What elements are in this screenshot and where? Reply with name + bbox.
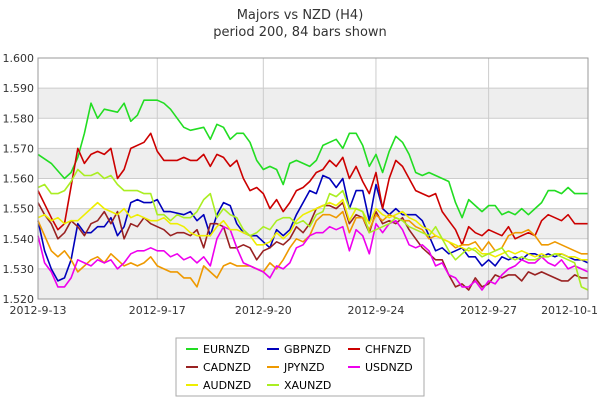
x-tick-label: 2012-10-1 <box>541 304 598 317</box>
series-line-eurnzd <box>37 99 588 219</box>
legend: EURNZD GBPNZD CHFNZD CADNZD JPYNZD USDNZD AUDN… <box>175 337 425 397</box>
y-tick-label: 1.550 <box>3 203 35 216</box>
x-tick-label: 2012-9-24 <box>347 304 404 317</box>
legend-label-usdnzd: USDNZD <box>365 361 413 374</box>
legend-label-cadnzd: CADNZD <box>203 361 251 374</box>
y-tick-label: 1.520 <box>3 293 35 306</box>
legend-label-audnzd: AUDNZD <box>203 379 251 392</box>
y-tick-label: 1.580 <box>3 112 35 125</box>
axes: 1.520 1.530 1.540 1.550 1.560 1.570 1.580 1.590… <box>3 52 599 317</box>
series-line-usdnzd <box>37 219 589 291</box>
y-tick-label: 1.530 <box>3 263 35 276</box>
legend-label-eurnzd: EURNZD <box>203 343 250 356</box>
plot-band <box>38 118 588 149</box>
legend-label-xaunzd: XAUNZD <box>284 379 331 392</box>
series-line-cadnzd <box>37 201 588 291</box>
series-line-gbpnzd <box>37 174 589 282</box>
legend-label-gbpnzd: GBPNZD <box>284 343 331 356</box>
legend-box <box>175 337 425 397</box>
plot-band <box>38 178 588 209</box>
legend-label-chfnzd: CHFNZD <box>365 343 412 356</box>
y-tick-label: 1.570 <box>3 142 35 155</box>
y-tick-label: 1.600 <box>3 52 35 65</box>
series-line-xaunzd <box>37 168 589 291</box>
x-tick-label: 2012-9-20 <box>235 304 292 317</box>
plot-band <box>38 88 588 119</box>
x-tick-label: 2012-9-27 <box>460 304 517 317</box>
plot-band <box>38 58 588 89</box>
chart-title: Majors vs NZD (H4) <box>237 8 364 23</box>
series-layer <box>37 99 589 291</box>
series-line-chfnzd <box>37 132 588 246</box>
chart-subtitle: period 200, 84 bars shown <box>213 25 387 40</box>
y-tick-label: 1.590 <box>3 82 35 95</box>
legend-label-jpynzd: JPYNZD <box>283 361 325 374</box>
y-tick-label: 1.560 <box>3 173 35 186</box>
series-line-audnzd <box>37 198 588 261</box>
plot-frame <box>37 57 589 300</box>
x-tick-label: 2012-9-17 <box>129 304 186 317</box>
plot-band <box>38 268 588 299</box>
x-tick-label: 2012-9-13 <box>10 304 67 317</box>
y-tick-label: 1.540 <box>3 233 35 246</box>
